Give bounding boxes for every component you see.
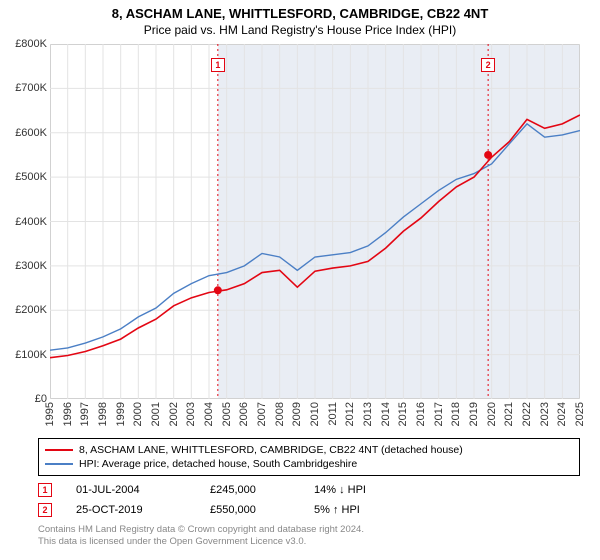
x-tick-label: 2002 xyxy=(168,402,180,426)
footer-attribution: Contains HM Land Registry data © Crown c… xyxy=(38,524,580,548)
transaction-date: 01-JUL-2004 xyxy=(76,484,186,496)
transaction-pct: 14% ↓ HPI xyxy=(314,484,424,496)
transaction-table: 1 01-JUL-2004 £245,000 14% ↓ HPI 2 25-OC… xyxy=(38,480,580,520)
x-tick-label: 2011 xyxy=(327,402,339,426)
x-tick-label: 2006 xyxy=(238,402,250,426)
legend-swatch xyxy=(45,463,73,465)
chart-subtitle: Price paid vs. HM Land Registry's House … xyxy=(0,21,600,41)
event-marker-box: 2 xyxy=(481,58,495,72)
x-tick-label: 2016 xyxy=(415,402,427,426)
x-tick-label: 2013 xyxy=(362,402,374,426)
transaction-row: 2 25-OCT-2019 £550,000 5% ↑ HPI xyxy=(38,500,580,520)
y-tick-label: £500K xyxy=(15,171,47,183)
x-tick-label: 2017 xyxy=(433,402,445,426)
x-tick-label: 2021 xyxy=(503,402,515,426)
x-tick-label: 2012 xyxy=(344,402,356,426)
transaction-price: £550,000 xyxy=(210,504,290,516)
event-marker-box: 1 xyxy=(211,58,225,72)
x-tick-label: 1997 xyxy=(79,402,91,426)
y-tick-label: £400K xyxy=(15,216,47,228)
x-tick-label: 2020 xyxy=(486,402,498,426)
legend-swatch xyxy=(45,449,73,451)
y-tick-label: £800K xyxy=(15,38,47,50)
x-tick-label: 2023 xyxy=(539,402,551,426)
transaction-pct: 5% ↑ HPI xyxy=(314,504,424,516)
transaction-marker: 1 xyxy=(38,483,52,497)
x-tick-label: 2010 xyxy=(309,402,321,426)
x-tick-label: 2019 xyxy=(468,402,480,426)
x-tick-label: 1998 xyxy=(97,402,109,426)
legend-item-hpi: HPI: Average price, detached house, Sout… xyxy=(45,457,573,471)
y-tick-label: £300K xyxy=(15,260,47,272)
transaction-row: 1 01-JUL-2004 £245,000 14% ↓ HPI xyxy=(38,480,580,500)
x-tick-label: 2009 xyxy=(291,402,303,426)
x-tick-label: 1995 xyxy=(44,402,56,426)
x-tick-label: 2001 xyxy=(150,402,162,426)
legend-label: HPI: Average price, detached house, Sout… xyxy=(79,458,357,470)
footer-line: Contains HM Land Registry data © Crown c… xyxy=(38,524,580,536)
legend-item-price-paid: 8, ASCHAM LANE, WHITTLESFORD, CAMBRIDGE,… xyxy=(45,443,573,457)
x-tick-label: 2015 xyxy=(397,402,409,426)
legend-label: 8, ASCHAM LANE, WHITTLESFORD, CAMBRIDGE,… xyxy=(79,444,463,456)
transaction-marker: 2 xyxy=(38,503,52,517)
chart-title: 8, ASCHAM LANE, WHITTLESFORD, CAMBRIDGE,… xyxy=(0,0,600,21)
y-tick-label: £600K xyxy=(15,127,47,139)
x-tick-label: 2018 xyxy=(450,402,462,426)
transaction-date: 25-OCT-2019 xyxy=(76,504,186,516)
x-tick-label: 2000 xyxy=(132,402,144,426)
y-tick-label: £700K xyxy=(15,82,47,94)
x-tick-label: 2004 xyxy=(203,402,215,426)
x-tick-label: 2025 xyxy=(574,402,586,426)
footer-line: This data is licensed under the Open Gov… xyxy=(38,536,580,548)
plot-area xyxy=(50,44,580,399)
y-tick-label: £200K xyxy=(15,304,47,316)
legend: 8, ASCHAM LANE, WHITTLESFORD, CAMBRIDGE,… xyxy=(38,438,580,476)
x-tick-label: 2008 xyxy=(274,402,286,426)
x-tick-label: 2024 xyxy=(556,402,568,426)
x-tick-label: 2014 xyxy=(380,402,392,426)
x-tick-label: 2003 xyxy=(185,402,197,426)
x-tick-label: 1999 xyxy=(115,402,127,426)
x-tick-label: 2022 xyxy=(521,402,533,426)
x-tick-label: 1996 xyxy=(62,402,74,426)
x-tick-label: 2005 xyxy=(221,402,233,426)
x-tick-label: 2007 xyxy=(256,402,268,426)
price-chart-panel: 8, ASCHAM LANE, WHITTLESFORD, CAMBRIDGE,… xyxy=(0,0,600,560)
y-tick-label: £100K xyxy=(15,349,47,361)
transaction-price: £245,000 xyxy=(210,484,290,496)
